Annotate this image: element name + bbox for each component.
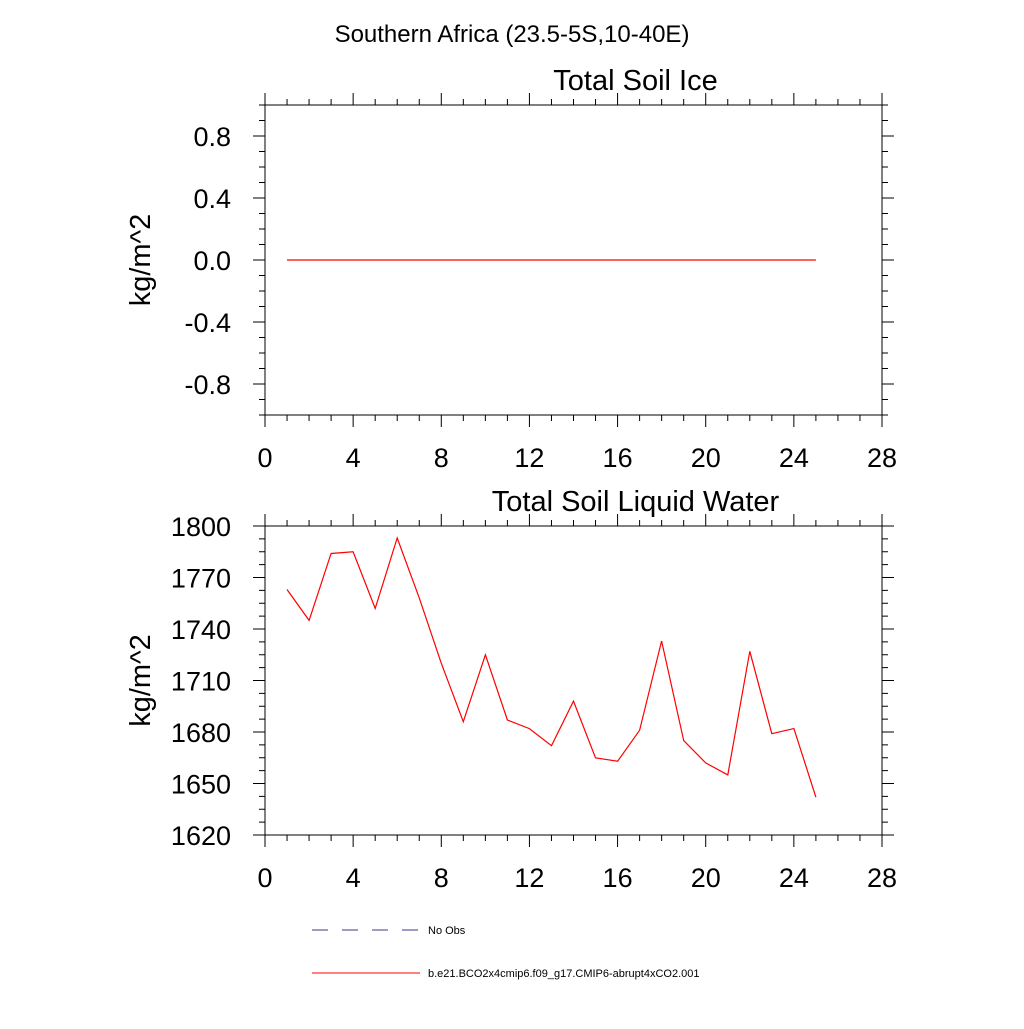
x-tick-label: 20 (691, 443, 721, 473)
panel-soil-ice: Total Soil Ice 0 4 8 12 16 20 24 28 -0.8 -0.4 0.0 0.… (125, 65, 897, 473)
x-tick-label: 0 (257, 443, 272, 473)
page-title: Southern Africa (23.5-5S,10-40E) (335, 21, 690, 48)
y-tick-label: 1800 (171, 512, 231, 542)
x-tick-label: 28 (867, 863, 897, 893)
plot-frame (264, 525, 883, 836)
x-tick-label: 4 (346, 863, 361, 893)
legend-obs-label: No Obs (428, 925, 466, 937)
x-tick-label: 24 (779, 863, 809, 893)
y-axis-label: kg/m^2 (125, 214, 157, 307)
y-tick-label: 1650 (171, 770, 231, 800)
y-tick-label: -0.8 (184, 370, 231, 400)
y-axis-label: kg/m^2 (125, 634, 157, 727)
x-tick-label: 24 (779, 443, 809, 473)
x-tick-label: 16 (603, 863, 633, 893)
y-tick-label: 0.4 (193, 184, 231, 214)
x-tick-label: 0 (257, 863, 272, 893)
x-tick-label: 16 (603, 443, 633, 473)
y-tick-label: -0.4 (184, 308, 231, 338)
x-tick-label: 12 (514, 443, 544, 473)
y-tick-label: 1740 (171, 615, 231, 645)
x-tick-label: 8 (434, 863, 449, 893)
x-tick-label: 20 (691, 863, 721, 893)
x-tick-label: 4 (346, 443, 361, 473)
x-tick-label: 8 (434, 443, 449, 473)
series-line (286, 536, 817, 798)
legend-model-label: b.e21.BCO2x4cmip6.f09_g17.CMIP6-abrupt4x… (428, 968, 700, 980)
y-tick-label: 1680 (171, 718, 231, 748)
y-tick-label: 0.0 (193, 246, 231, 276)
y-tick-label: 1710 (171, 667, 231, 697)
panel-title: Total Soil Liquid Water (492, 486, 780, 518)
y-tick-label: 0.8 (193, 122, 231, 152)
panel-title: Total Soil Ice (553, 65, 717, 97)
x-tick-label: 12 (514, 863, 544, 893)
y-tick-label: 1770 (171, 564, 231, 594)
x-tick-label: 28 (867, 443, 897, 473)
y-tick-label: 1620 (171, 821, 231, 851)
legend: No Obs b.e21.BCO2x4cmip6.f09_g17.CMIP6-a… (312, 925, 700, 980)
